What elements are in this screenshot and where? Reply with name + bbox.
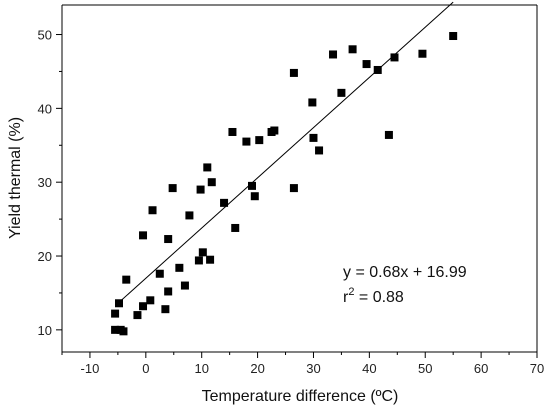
x-axis-title: Temperature difference (ºC) xyxy=(202,388,399,405)
data-point xyxy=(175,263,184,272)
plot-area xyxy=(61,4,538,353)
data-point xyxy=(449,32,458,41)
x-tick-label: 0 xyxy=(142,361,149,376)
x-tick-label: 70 xyxy=(530,361,544,376)
r-squared-value: = 0.88 xyxy=(354,289,403,306)
r-squared-superscript: 2 xyxy=(348,286,354,298)
data-point xyxy=(139,302,148,311)
data-point xyxy=(139,231,148,240)
data-point xyxy=(242,137,251,146)
data-point xyxy=(270,126,279,135)
data-point xyxy=(164,235,173,244)
x-tick-label: 60 xyxy=(474,361,488,376)
y-tick-label: 50 xyxy=(38,28,52,43)
data-point xyxy=(309,133,318,142)
data-point xyxy=(198,248,207,257)
y-tick-label: 40 xyxy=(38,101,52,116)
data-point xyxy=(207,178,216,187)
trend-line xyxy=(120,1,454,302)
y-tick-label: 20 xyxy=(38,249,52,264)
data-point xyxy=(348,45,357,54)
data-point xyxy=(362,60,371,69)
r-squared-label: r2 = 0.88 xyxy=(343,286,404,306)
data-point xyxy=(289,68,298,77)
data-point xyxy=(206,255,215,264)
data-point xyxy=(231,223,240,232)
data-point xyxy=(111,309,120,318)
data-point xyxy=(228,127,237,136)
data-point xyxy=(111,325,120,334)
data-point xyxy=(122,275,131,284)
data-point xyxy=(185,211,194,220)
data-point xyxy=(180,281,189,290)
data-point xyxy=(220,198,229,207)
data-point xyxy=(168,184,177,193)
data-point xyxy=(289,184,298,193)
x-axis-ticks: -10 0 10 20 30 40 50 60 70 xyxy=(61,352,544,376)
data-point xyxy=(203,163,212,172)
data-points xyxy=(111,32,458,336)
data-point xyxy=(148,206,157,215)
data-point xyxy=(119,327,128,336)
regression-equation: y = 0.68x + 16.99 xyxy=(343,264,467,281)
data-point xyxy=(161,305,170,314)
data-point xyxy=(133,311,142,320)
x-tick-label: 40 xyxy=(362,361,376,376)
data-point xyxy=(384,130,393,139)
x-tick-label: 20 xyxy=(250,361,264,376)
data-point xyxy=(255,136,264,145)
x-tick-label: 10 xyxy=(194,361,208,376)
data-point xyxy=(329,50,338,59)
data-point xyxy=(390,53,399,62)
y-tick-label: 10 xyxy=(38,323,52,338)
data-point xyxy=(194,256,203,265)
x-tick-label: 30 xyxy=(306,361,320,376)
data-point xyxy=(337,88,346,97)
data-point xyxy=(373,65,382,74)
data-point xyxy=(308,98,317,107)
y-axis-title: Yield thermal (%) xyxy=(7,117,24,239)
r-squared-base: r xyxy=(343,289,349,306)
y-axis-ticks: 10 20 30 40 50 xyxy=(38,28,62,338)
data-point xyxy=(164,287,173,296)
data-point xyxy=(155,269,164,278)
data-point xyxy=(250,192,259,201)
x-tick-label: 50 xyxy=(418,361,432,376)
data-point xyxy=(418,49,427,58)
data-point xyxy=(248,181,256,190)
data-point xyxy=(315,146,324,155)
data-point xyxy=(115,299,123,308)
data-point xyxy=(196,185,205,194)
data-point xyxy=(146,296,155,305)
y-tick-label: 30 xyxy=(38,175,52,190)
x-tick-label: -10 xyxy=(81,361,100,376)
